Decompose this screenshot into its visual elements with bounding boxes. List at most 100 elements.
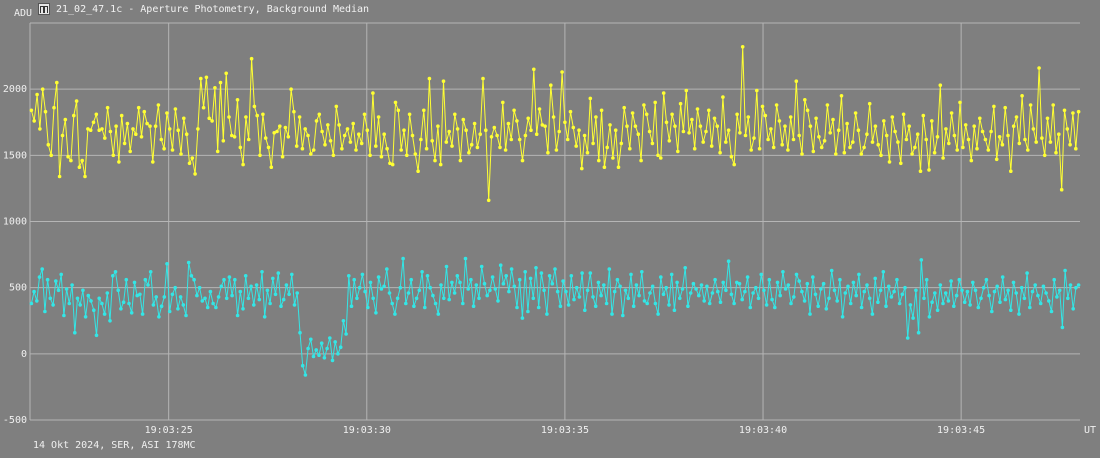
series-2-point [710,291,715,295]
series-1-point [105,105,110,110]
series-2-point [290,272,294,277]
series-1-point [532,67,536,72]
series-2-point [404,301,408,306]
series-2-point [591,295,595,299]
series-2-point [778,293,782,298]
series-1-point [244,115,248,119]
series-1-point [204,75,209,80]
series-1-point [766,137,770,142]
series-1-point [718,150,722,155]
series-2-point [748,305,753,310]
series-2-point [811,275,815,279]
series-2-point [688,291,693,295]
series-2-point [246,296,251,301]
y-axis: -500 0 500 1000 1500 2000 [3,84,27,426]
series-2-point [773,305,777,310]
series-1-point [794,79,799,83]
series-2-point [284,283,289,287]
series-1-point [114,124,118,128]
series-1-point [642,103,646,107]
series-2-point [729,292,734,297]
series-1-point [712,116,717,121]
series-2-point [943,291,948,295]
series-1-point [726,128,731,132]
series-2-point [992,289,997,294]
series-2-point [783,287,788,291]
series-1-point [376,115,381,119]
series-2-point [1060,325,1065,330]
series-2-point [132,280,137,285]
series-1-point [667,139,672,143]
series-1-point [173,107,178,111]
series-2-point [135,293,139,298]
series-2-point [463,256,468,261]
series-2-point [336,352,340,356]
series-2-point [129,311,134,315]
series-2-point [659,275,663,279]
series-2-point [1017,312,1021,316]
series-2-point [808,312,812,316]
series-1-point [433,158,437,163]
series-1-point [622,105,626,110]
series-1-point [139,135,144,139]
series-1-point [317,112,322,117]
x-tick-label: 19:03:40 [739,425,787,436]
series-1-point [1051,103,1055,107]
series-1-point [867,101,872,106]
series-1-point [464,128,468,132]
series-2-point [406,291,411,295]
series-2-point [227,275,232,279]
series-2-point [962,300,967,305]
series-1-point [484,128,488,132]
series-1-point [1071,111,1075,115]
series-2-point [1009,308,1013,313]
series-2-point [97,296,101,301]
series-1-line [30,46,1080,201]
series-1-point [252,104,257,109]
series-2-point [81,288,85,293]
series-2-point [604,301,609,306]
series-2-point [832,288,837,293]
series-2-point [501,281,506,286]
series-2-point [94,333,99,338]
series-1-point [783,124,787,128]
series-2-point [195,293,199,298]
series-1-point [805,108,810,113]
series-2-point [789,301,793,306]
series-2-point [716,289,720,294]
series-2-point [843,291,848,295]
series-1-point [899,161,903,166]
series-2-point [352,277,357,282]
series-2-point [398,285,403,290]
series-1-point [46,142,51,147]
series-1-point [1059,187,1064,192]
series-1-point [834,152,838,156]
x-tick-label: 19:03:45 [937,425,985,436]
series-2-point [976,305,981,310]
series-2-point [73,330,77,335]
series-1-point [611,156,615,160]
series-2-point [870,312,875,316]
series-1-point [811,149,816,154]
series-1-point [594,115,598,119]
series-1-point [551,115,556,119]
series-1-point [362,112,367,117]
series-2-point [960,288,964,293]
series-2-point [116,288,120,293]
series-1-point [608,123,612,127]
series-2-point [998,300,1002,305]
series-1-point [151,160,155,164]
series-1-point [430,139,435,143]
series-2-point [349,304,354,309]
series-1-point [300,146,305,151]
series-2-point [78,303,82,307]
series-2-point [1071,307,1075,311]
series-2-point [43,309,47,314]
series-2-point [631,304,636,309]
series-2-point [243,274,248,278]
series-2-point [224,296,229,301]
series-2-point [442,296,446,301]
series-2-point [1041,284,1046,289]
series-1-point [879,153,883,158]
